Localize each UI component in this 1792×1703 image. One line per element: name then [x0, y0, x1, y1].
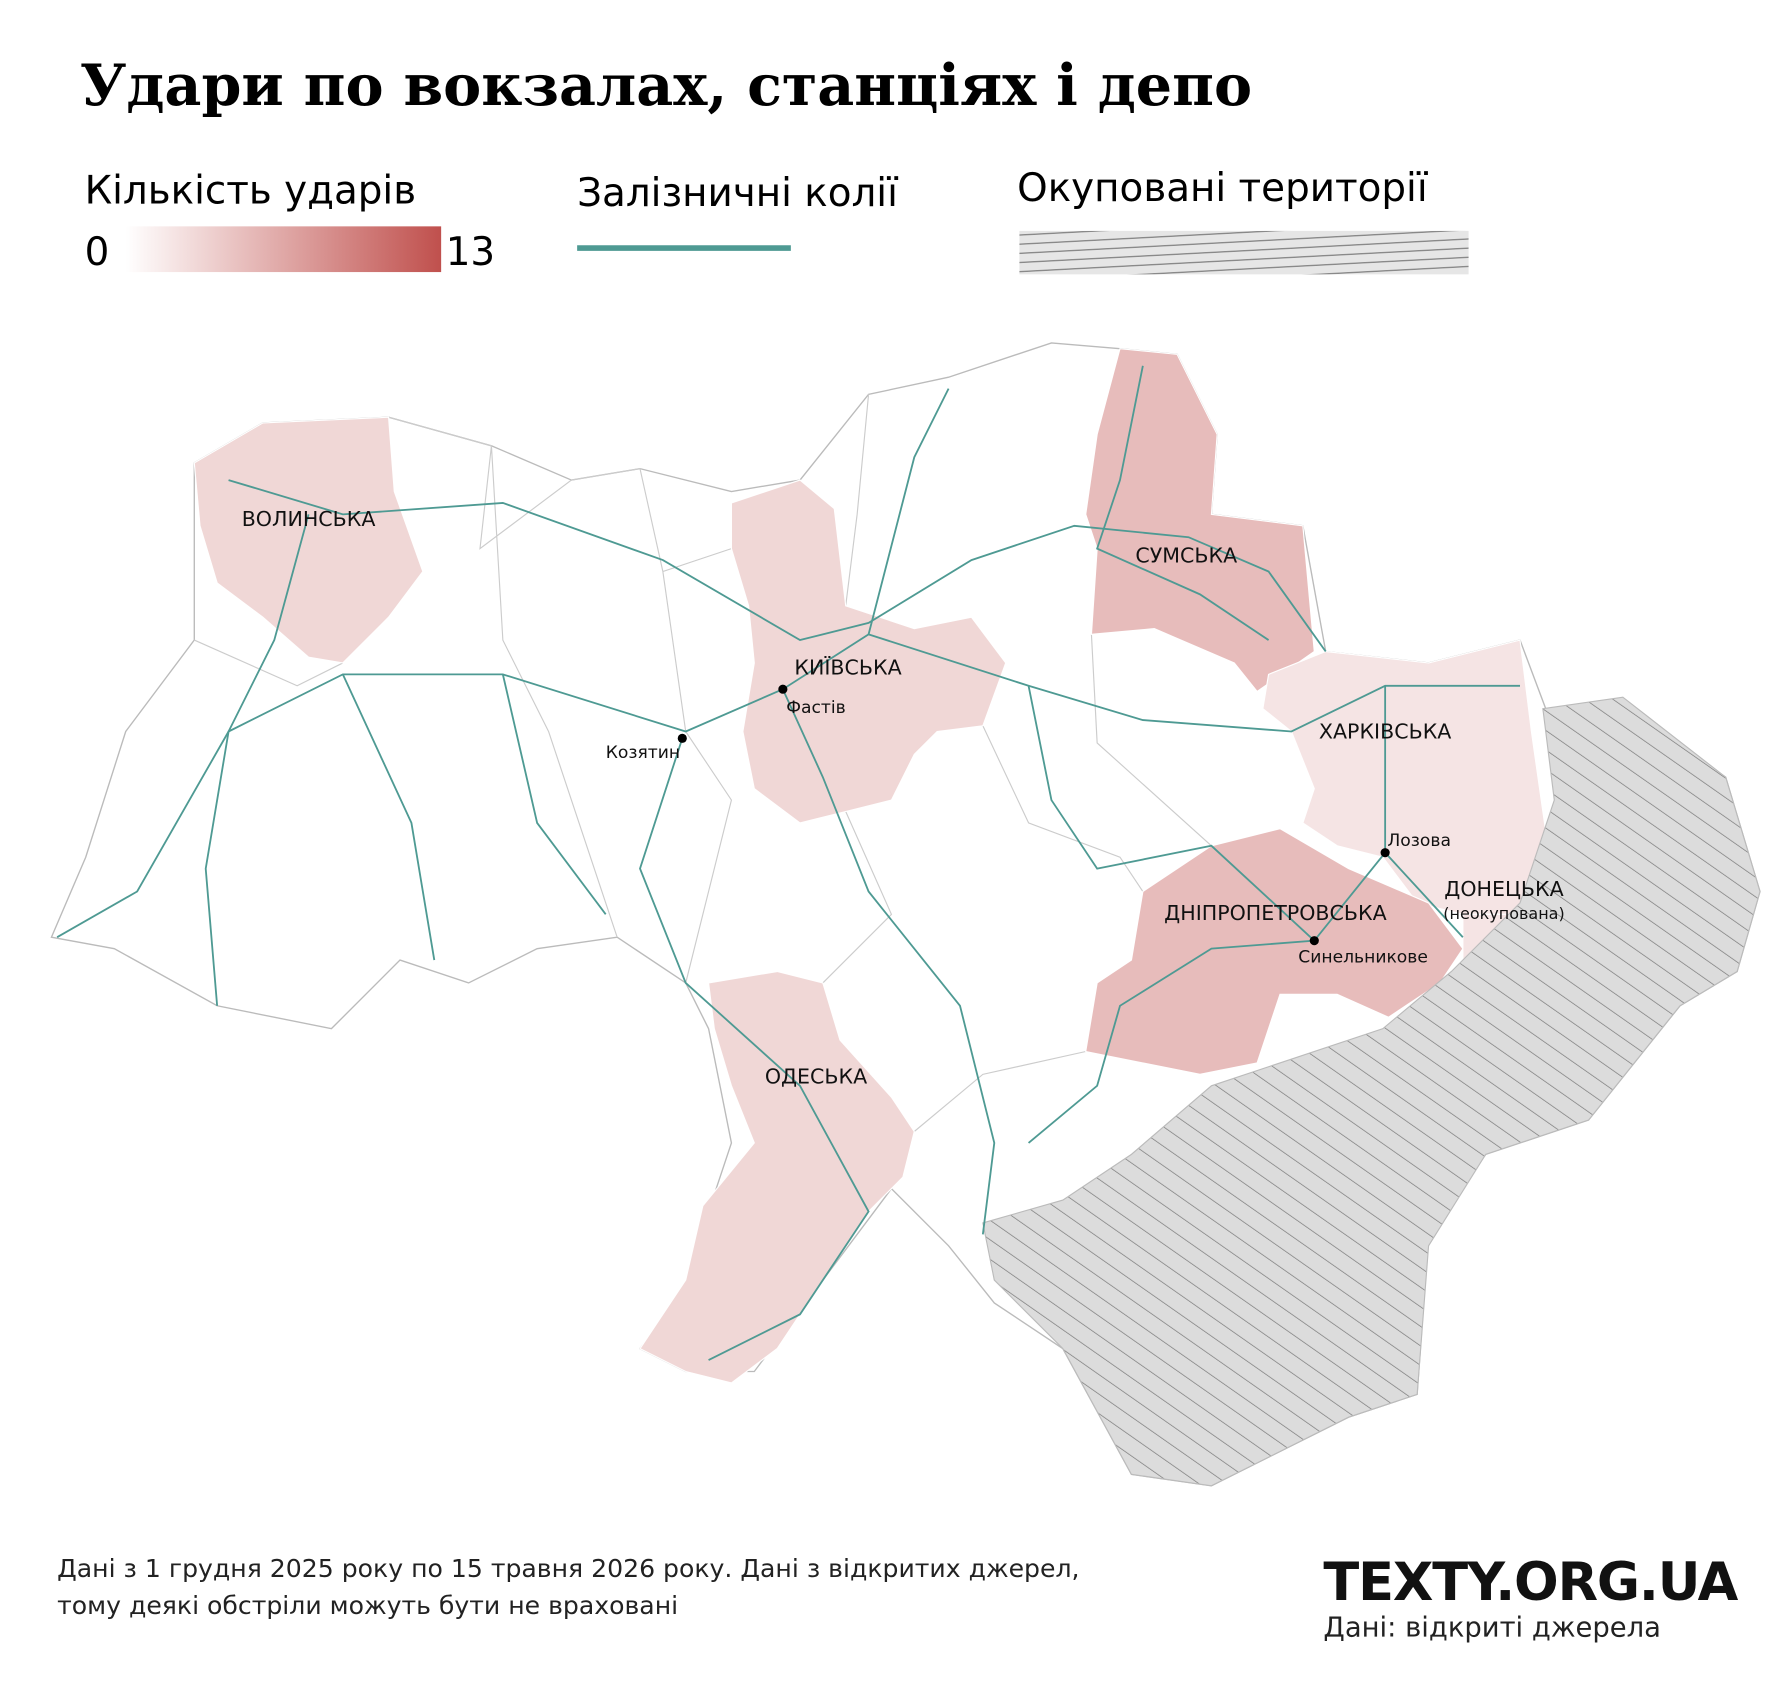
- city-dot: [778, 684, 788, 694]
- railway: [204, 514, 310, 1006]
- occupied-legend-label: Окуповані території: [1017, 166, 1429, 211]
- city-label: Фастів: [786, 698, 845, 718]
- brand: TEXTY.ORG.UA: [1323, 1552, 1738, 1613]
- legend-min: 0: [85, 230, 110, 275]
- footnote: Дані з 1 грудня 2025 року по 15 травня 2…: [57, 1554, 1079, 1583]
- legend-max: 13: [446, 230, 495, 275]
- railway: [228, 479, 1327, 653]
- legend-gradient: [125, 226, 442, 273]
- region: [1085, 828, 1464, 1075]
- city-label: Козятин: [606, 743, 680, 763]
- region: [639, 970, 915, 1384]
- region-label: ВОЛИНСЬКА: [242, 507, 376, 531]
- region-label: ОДЕСЬКА: [765, 1064, 867, 1088]
- city-label: Лозова: [1387, 831, 1451, 851]
- occupied-legend-swatch: [1019, 230, 1469, 275]
- railway: [342, 388, 950, 961]
- region-label: СУМСЬКА: [1135, 543, 1237, 567]
- railway: [639, 738, 870, 1361]
- railway: [1027, 685, 1315, 942]
- region-label: ДНІПРОПЕТРОВСЬКА: [1164, 901, 1386, 925]
- source: Дані: відкриті джерела: [1323, 1613, 1661, 1644]
- region: [1085, 348, 1315, 693]
- region-label: ДОНЕЦЬКА: [1444, 877, 1563, 901]
- oblast-borders: [194, 394, 1212, 1132]
- city-dot: [1380, 848, 1390, 858]
- title: Удари по вокзалах, станціях і депо: [80, 52, 1252, 119]
- occupied-area: [982, 696, 1761, 1487]
- rail-legend-label: Залізничні колії: [577, 171, 899, 216]
- city-label: Синельникове: [1298, 947, 1428, 967]
- region-note: (неокупована): [1443, 904, 1564, 923]
- footnote: тому деякі обстріли можуть бути не врахо…: [57, 1591, 678, 1620]
- railway: [1096, 365, 1270, 641]
- region: [730, 479, 1007, 824]
- region: [193, 416, 424, 664]
- region-label: КИЇВСЬКА: [794, 654, 901, 679]
- city-dot: [1309, 936, 1319, 946]
- legend-title: Кількість ударів: [85, 168, 417, 213]
- railway: [1027, 852, 1386, 1144]
- city-dot: [677, 733, 687, 743]
- railway: [782, 688, 996, 1235]
- region-label: ХАРКІВСЬКА: [1319, 719, 1451, 743]
